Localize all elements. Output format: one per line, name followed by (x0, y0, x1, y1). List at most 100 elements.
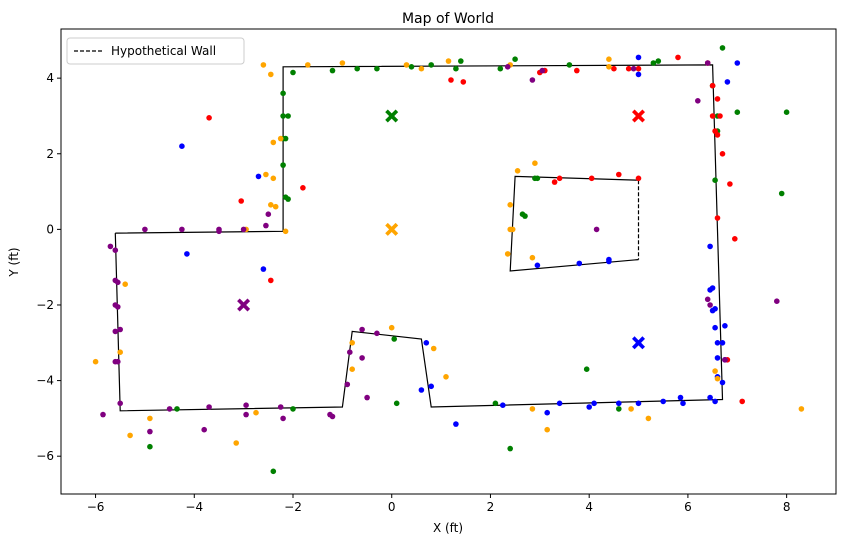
purple-data-point (117, 326, 123, 333)
red-data-point (717, 113, 723, 119)
orange-data-point (645, 415, 652, 422)
red-data-point (739, 398, 745, 405)
green-data-point (719, 45, 726, 51)
green-data-point (280, 113, 286, 119)
blue-data-point (719, 340, 726, 346)
red-data-point (719, 151, 726, 157)
y-tick-label: −6 (36, 449, 54, 463)
plot-frame (60, 28, 837, 495)
blue-data-point (544, 409, 550, 416)
red-data-point (268, 277, 274, 284)
blue-data-point (418, 387, 425, 393)
purple-data-point (115, 279, 121, 286)
purple-data-point (243, 402, 249, 409)
red-data-point (611, 65, 617, 72)
legend: Hypothetical Wall (66, 37, 245, 65)
purple-data-point (359, 355, 365, 361)
green-data-point (270, 468, 277, 475)
orange-data-point (282, 228, 289, 235)
orange-data-point (253, 409, 259, 416)
orange-data-point (349, 340, 356, 346)
green-data-point (712, 177, 718, 183)
purple-data-point (142, 226, 148, 233)
blue-data-point (556, 400, 563, 407)
green-data-point (458, 58, 464, 64)
orange-data-point (628, 406, 634, 412)
blue-data-point (591, 400, 597, 407)
red-data-point (300, 185, 306, 191)
orange-data-point (277, 135, 284, 142)
blue-data-point (714, 340, 721, 346)
purple-data-point (344, 381, 351, 388)
blue-data-point (606, 258, 612, 265)
red-data-point (675, 54, 681, 61)
green-data-point (655, 58, 662, 64)
green-data-point (282, 135, 289, 142)
green-data-point (280, 162, 286, 168)
y-axis: −6 −4 −2 0 2 4 (36, 71, 61, 463)
purple-data-point (329, 413, 336, 420)
blue-data-point (423, 340, 430, 346)
red-data-point (616, 171, 622, 178)
green-data-point (583, 366, 590, 373)
x-tick-label: 8 (783, 500, 791, 514)
blue-data-point (179, 143, 185, 149)
blue-data-point (260, 266, 267, 272)
purple-data-point (364, 394, 370, 401)
green-data-point (453, 65, 459, 72)
orange-data-point (268, 71, 274, 78)
orange-data-point (263, 171, 269, 178)
orange-data-point (714, 375, 721, 382)
green-data-point (534, 175, 541, 182)
red-data-point (709, 113, 716, 119)
y-axis-title: Y (ft) (7, 247, 21, 277)
blue-data-point (500, 402, 506, 409)
points-group (92, 45, 805, 475)
blue-data-point (680, 400, 686, 407)
purple-data-point (166, 406, 173, 412)
blue-data-point (635, 400, 642, 407)
blue-data-point (677, 394, 684, 401)
orange-data-point (233, 440, 239, 446)
purple-data-point (774, 298, 780, 305)
purple-data-point (115, 304, 121, 310)
blue-data-point (576, 260, 583, 267)
orange-data-point (798, 406, 805, 412)
red-x-marker (632, 109, 645, 123)
orange-data-point (504, 251, 511, 257)
purple-data-point (347, 349, 353, 356)
orange-data-point (430, 345, 437, 352)
red-data-point (588, 175, 595, 182)
green-data-point (497, 65, 504, 72)
x-axis-title: X (ft) (433, 521, 463, 535)
green-data-point (282, 194, 289, 200)
green-data-point (408, 64, 415, 70)
purple-data-point (107, 243, 114, 250)
x-tick-label: −4 (185, 500, 203, 514)
green-data-point (512, 56, 518, 62)
purple-data-point (263, 222, 269, 229)
purple-data-point (374, 330, 380, 337)
purple-data-point (112, 328, 119, 335)
orange-data-point (445, 58, 452, 64)
green-data-point (783, 109, 790, 115)
robot-markers-group (237, 109, 645, 350)
green-data-point (650, 60, 657, 66)
walls-group (114, 64, 724, 412)
orange-data-point (509, 226, 516, 233)
purple-data-point (179, 226, 185, 233)
red-data-point (448, 77, 454, 83)
red-data-point (727, 181, 733, 187)
orange-data-point (127, 432, 133, 439)
orange-data-point (272, 203, 279, 210)
purple-data-point (100, 411, 106, 418)
orange-data-point (443, 374, 449, 380)
green-data-point (290, 69, 296, 76)
green-data-point (290, 406, 296, 412)
orange-x-marker (385, 222, 399, 236)
green-data-point (393, 400, 400, 407)
green-data-point (522, 213, 528, 219)
orange-data-point (712, 368, 718, 374)
blue-data-point (184, 251, 190, 257)
orange-data-point (403, 62, 410, 68)
